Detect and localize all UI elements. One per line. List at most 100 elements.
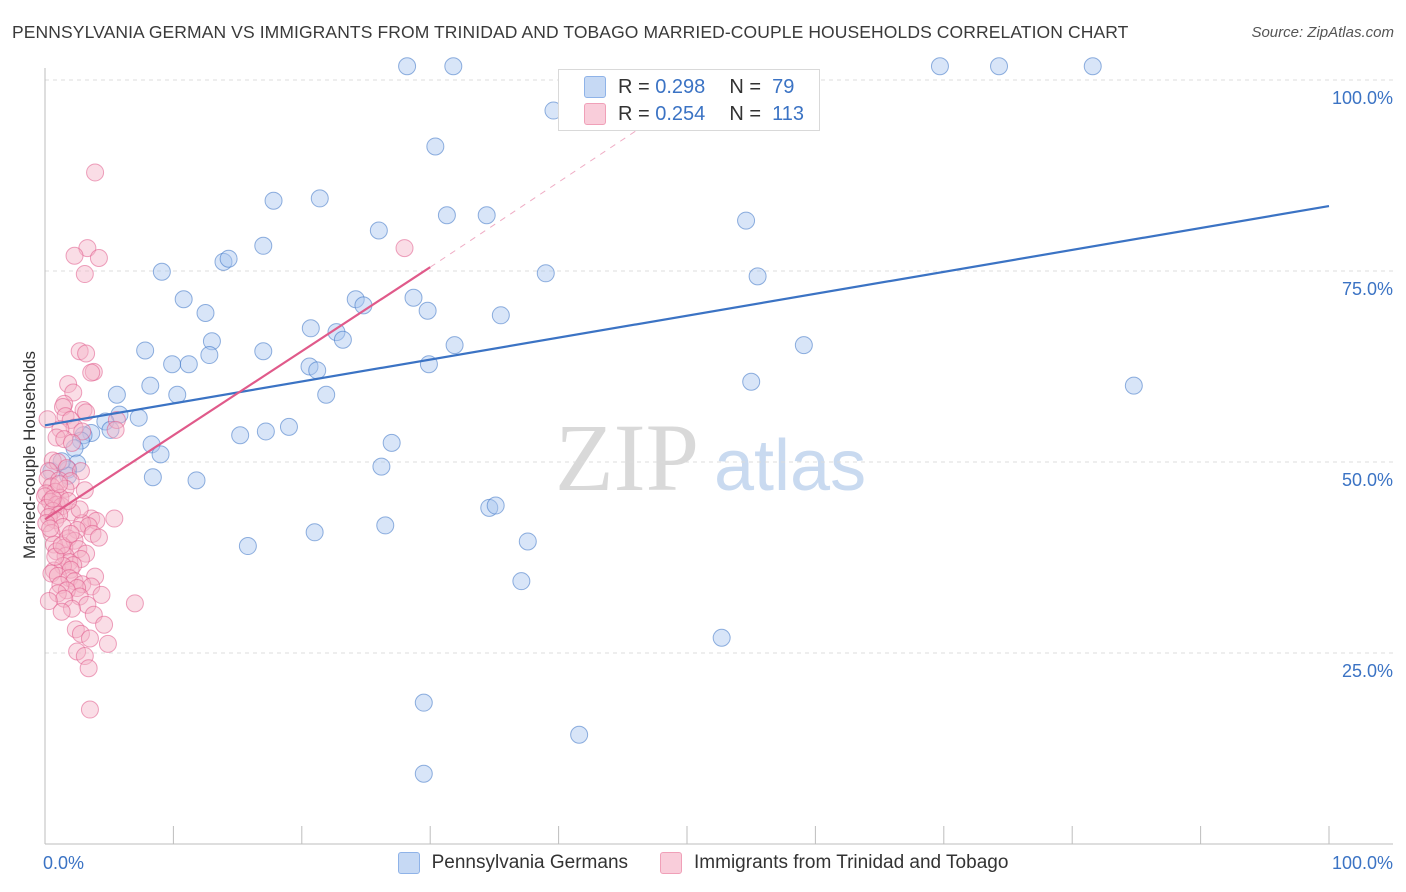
legend-swatch-pink	[584, 103, 606, 125]
data-point	[46, 547, 65, 566]
data-point	[65, 439, 84, 458]
data-point	[477, 206, 496, 225]
data-point	[105, 509, 124, 528]
data-point	[256, 422, 275, 441]
data-point	[125, 594, 144, 613]
data-point	[404, 288, 423, 307]
data-point	[75, 647, 94, 666]
stats-legend-row-pink: R = 0.254 N = 113	[584, 101, 804, 127]
chart-title: PENNSYLVANIA GERMAN VS IMMIGRANTS FROM T…	[12, 22, 1129, 42]
data-point	[41, 519, 60, 538]
data-point	[214, 252, 233, 271]
legend-r-value: 0.298	[655, 75, 706, 98]
data-point	[414, 693, 433, 712]
data-point	[930, 57, 949, 76]
legend-r-label: R =	[618, 102, 650, 125]
data-point	[52, 602, 71, 621]
data-point	[444, 57, 463, 76]
data-point	[107, 385, 126, 404]
data-point	[308, 361, 327, 380]
data-point	[101, 420, 120, 439]
x-tick-label: 0.0%	[43, 853, 84, 873]
data-point	[92, 585, 111, 604]
data-point	[414, 764, 433, 783]
legend-n-value: 113	[772, 102, 805, 125]
data-point	[748, 267, 767, 286]
data-point	[59, 375, 78, 394]
data-point	[742, 372, 761, 391]
data-point	[65, 246, 84, 265]
data-point	[71, 624, 90, 643]
data-point	[79, 659, 98, 678]
data-point	[254, 342, 273, 361]
y-tick-label: 100.0%	[1332, 88, 1393, 108]
data-point	[264, 191, 283, 210]
data-point	[512, 572, 531, 591]
legend-n-value: 79	[772, 75, 795, 98]
x-tick-label: 100.0%	[1332, 853, 1393, 873]
data-point	[78, 595, 97, 614]
data-point	[737, 211, 756, 230]
data-point	[279, 417, 298, 436]
data-point	[53, 517, 72, 536]
data-point	[398, 57, 417, 76]
watermark: ZIP atlas	[555, 404, 866, 511]
data-point	[418, 301, 437, 320]
data-point	[219, 249, 238, 268]
data-point	[202, 332, 221, 351]
data-point	[152, 262, 171, 281]
data-point	[437, 206, 456, 225]
data-point	[426, 137, 445, 156]
trend-line-pink	[44, 266, 431, 521]
data-point	[89, 528, 108, 547]
legend-swatch-blue	[584, 76, 606, 98]
legend-r-label: R =	[618, 75, 650, 98]
data-point	[179, 355, 198, 374]
data-point	[86, 163, 105, 182]
data-point	[77, 544, 96, 563]
legend-swatch-blue	[397, 852, 420, 874]
legend-item-trinidad-tobago[interactable]: Immigrants from Trinidad and Tobago	[660, 852, 1008, 874]
data-point	[187, 471, 206, 490]
legend-n-label: N =	[729, 75, 761, 98]
data-point	[143, 468, 162, 487]
series-pennsylvania-germans	[42, 57, 1143, 783]
data-point	[376, 516, 395, 535]
data-point	[536, 264, 555, 283]
data-point	[712, 628, 731, 647]
legend-n-label: N =	[729, 102, 761, 125]
grid	[45, 79, 1393, 654]
data-point	[1124, 376, 1143, 395]
data-point	[163, 355, 182, 374]
data-point	[136, 341, 155, 360]
legend-label: Immigrants from Trinidad and Tobago	[694, 852, 1009, 873]
data-point	[491, 306, 510, 325]
series-legend: Pennsylvania Germans Immigrants from Tri…	[0, 852, 1406, 874]
data-point	[570, 725, 589, 744]
data-point	[73, 422, 92, 441]
data-point	[39, 462, 58, 481]
data-point	[89, 249, 108, 268]
source-label: Source: ZipAtlas.com	[1251, 24, 1394, 41]
trend-line-pink-extension	[429, 79, 713, 268]
data-point	[372, 457, 391, 476]
data-point	[305, 523, 324, 542]
data-point	[141, 376, 160, 395]
data-point	[518, 532, 537, 551]
data-point	[98, 634, 117, 653]
data-point	[200, 346, 219, 365]
data-point	[129, 408, 148, 427]
legend-item-pennsylvania-germans[interactable]: Pennsylvania Germans	[397, 852, 628, 874]
data-point	[317, 385, 336, 404]
legend-r-value: 0.254	[655, 102, 706, 125]
y-tick-label: 25.0%	[1342, 661, 1393, 681]
watermark-atlas: atlas	[714, 426, 866, 506]
trend-lines	[44, 79, 1330, 521]
watermark-zip: ZIP	[555, 404, 699, 511]
data-point	[62, 433, 81, 452]
stats-legend: R = 0.298 N = 79 R = 0.254 N = 113	[558, 69, 820, 131]
data-point	[382, 433, 401, 452]
data-point	[990, 57, 1009, 76]
data-point	[77, 344, 96, 363]
